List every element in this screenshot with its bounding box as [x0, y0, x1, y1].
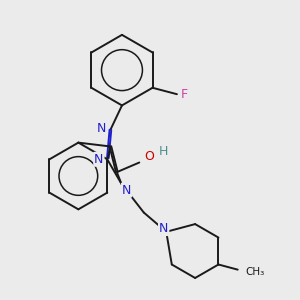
Text: F: F — [181, 88, 188, 101]
Text: N: N — [122, 184, 131, 196]
Text: CH₃: CH₃ — [245, 267, 265, 277]
Text: N: N — [159, 222, 168, 235]
Text: O: O — [144, 150, 154, 163]
Text: N: N — [97, 122, 106, 135]
Text: N: N — [94, 153, 104, 166]
Text: H: H — [159, 145, 168, 158]
